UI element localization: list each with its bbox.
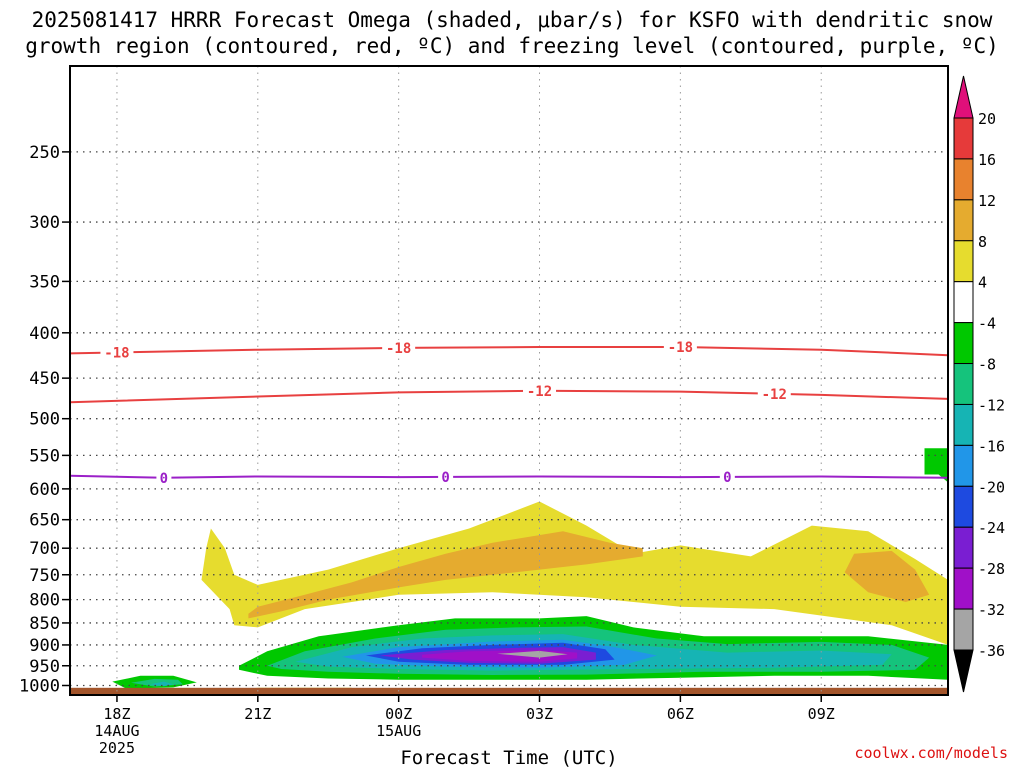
contour-label: -12 — [762, 387, 787, 403]
x-tick-label: 15AUG — [376, 722, 421, 740]
terrain-ground-bar — [70, 687, 948, 695]
y-tick-label: 250 — [29, 143, 60, 163]
colorbar-swatch — [953, 485, 974, 528]
contour-lines-layer: -18 -18 -18 -12 -12 0 0 0 — [69, 338, 949, 487]
contour-label: 0 — [441, 470, 449, 486]
site-credit[interactable]: coolwx.com/models — [854, 744, 1008, 762]
x-tick-label: 18Z — [103, 705, 130, 723]
colorbar-bottom-arrow — [953, 649, 974, 693]
contour-label-bg — [523, 382, 557, 399]
y-tick-label: 350 — [29, 272, 60, 292]
x-tick-label: 09Z — [808, 705, 835, 723]
chart-title-line-2: growth region (contoured, red, ºC) and f… — [25, 34, 999, 58]
colorbar-label: 4 — [978, 274, 987, 292]
pressure-axis: 2503003504004505005506006507007508008509… — [19, 143, 70, 696]
y-tick-label: 500 — [29, 410, 60, 430]
omega-region — [248, 531, 643, 619]
colorbar-swatch — [953, 608, 974, 651]
omega-region — [201, 501, 948, 645]
contour-label-bg — [382, 339, 416, 356]
y-tick-label: 600 — [29, 480, 60, 500]
colorbar-label: 16 — [978, 151, 996, 169]
grid-lines — [70, 66, 948, 695]
contour-label: -18 — [386, 341, 411, 357]
colorbar-label: -16 — [978, 437, 1005, 455]
contour-line — [69, 346, 949, 357]
x-tick-label: 2025 — [99, 739, 135, 757]
x-tick-label: 00Z — [385, 705, 412, 723]
colorbar-label: -24 — [978, 519, 1005, 537]
contour-label: -18 — [668, 340, 693, 356]
colorbar-label: -32 — [978, 601, 1005, 619]
contour-label: -12 — [527, 384, 552, 400]
contour-label-bg — [156, 469, 172, 486]
y-tick-label: 750 — [29, 566, 60, 586]
y-tick-label: 450 — [29, 369, 60, 389]
y-tick-label: 300 — [29, 213, 60, 233]
contour-label-bg — [757, 385, 791, 402]
colorbar-legend: 20 16 12 8 4 -4 -8 -12 -16 -20 -24 -28 -32 -36 — [953, 75, 1005, 693]
contour-line — [69, 389, 949, 404]
colorbar-label: 8 — [978, 233, 987, 251]
x-tick-label: 21Z — [244, 705, 271, 723]
colorbar-swatch — [953, 281, 974, 324]
chart-title-line-1: 2025081417 HRRR Forecast Omega (shaded, … — [31, 8, 993, 32]
contour-label-bg — [719, 468, 735, 485]
colorbar-swatch — [953, 240, 974, 283]
colorbar-label: -4 — [978, 315, 996, 333]
colorbar-swatch — [953, 444, 974, 487]
colorbar-swatch — [953, 526, 974, 569]
colorbar-swatch — [953, 158, 974, 201]
colorbar-swatch — [953, 363, 974, 405]
y-tick-label: 850 — [29, 614, 60, 634]
y-tick-label: 550 — [29, 446, 60, 466]
colorbar-label: -28 — [978, 560, 1005, 578]
colorbar-label: 12 — [978, 192, 996, 210]
colorbar-swatch — [953, 322, 974, 365]
y-tick-label: 400 — [29, 324, 60, 344]
omega-region — [924, 448, 948, 483]
y-tick-label: 900 — [29, 636, 60, 656]
y-tick-label: 650 — [29, 511, 60, 531]
y-tick-label: 1000 — [19, 676, 60, 696]
contour-label-bg — [663, 338, 697, 355]
colorbar-top-arrow — [953, 75, 974, 119]
y-tick-label: 700 — [29, 539, 60, 559]
colorbar-label: -36 — [978, 642, 1005, 660]
colorbar-label: 20 — [978, 110, 996, 128]
omega-shading-layer — [112, 448, 948, 691]
colorbar-swatch — [953, 567, 974, 610]
contour-label: 0 — [723, 470, 731, 486]
x-tick-label: 14AUG — [94, 722, 139, 740]
colorbar-label: -12 — [978, 396, 1005, 414]
contour-label: 0 — [160, 471, 168, 487]
colorbar-label: -8 — [978, 356, 996, 374]
contour-line — [69, 474, 949, 479]
omega-region — [497, 650, 568, 658]
omega-region — [844, 550, 930, 602]
y-tick-label: 950 — [29, 657, 60, 677]
contour-label: -18 — [104, 345, 129, 361]
plot-frame — [69, 65, 949, 696]
y-tick-label: 800 — [29, 591, 60, 611]
colorbar-label: -20 — [978, 478, 1005, 496]
x-tick-label: 06Z — [667, 705, 694, 723]
colorbar-swatch — [953, 117, 974, 160]
contour-label-bg — [100, 344, 134, 361]
colorbar-swatch — [953, 199, 974, 242]
x-axis-label: Forecast Time (UTC) — [400, 747, 617, 768]
contour-label-bg — [438, 468, 454, 485]
colorbar-swatch — [953, 403, 974, 446]
x-tick-label: 03Z — [526, 705, 553, 723]
